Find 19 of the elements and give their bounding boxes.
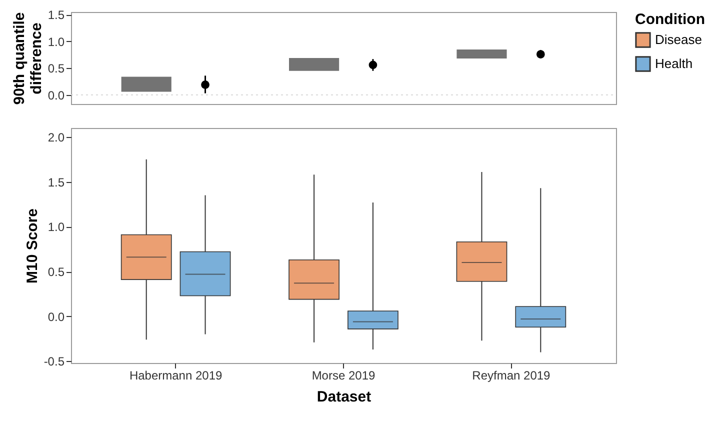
y-tick-label: 0.0 xyxy=(48,88,65,102)
legend-label: Health xyxy=(655,56,693,71)
y-tick-label: 0.5 xyxy=(48,62,65,76)
x-tick-label: Morse 2019 xyxy=(312,368,376,382)
x-tick-label: Reyfman 2019 xyxy=(472,368,551,382)
y-tick-label: 0.0 xyxy=(48,310,65,324)
y-tick-label: 1.5 xyxy=(48,175,65,190)
y-tick-label: 1.0 xyxy=(48,220,65,234)
y-tick-label: 0.5 xyxy=(48,265,65,280)
x-axis-title: Dataset xyxy=(316,388,372,406)
y-axis-title: M10 Score xyxy=(24,208,41,284)
y-tick-label: 1.5 xyxy=(48,8,65,22)
y-tick-label: 1.0 xyxy=(48,34,65,49)
y-tick-label: -0.5 xyxy=(44,354,65,369)
y-tick-label: 2.0 xyxy=(48,130,65,144)
legend-title: Condition xyxy=(635,11,705,28)
legend-label: Disease xyxy=(655,32,702,47)
x-tick-label: Habermann 2019 xyxy=(129,368,222,382)
y-axis-title: 90th quantile difference xyxy=(10,12,45,105)
